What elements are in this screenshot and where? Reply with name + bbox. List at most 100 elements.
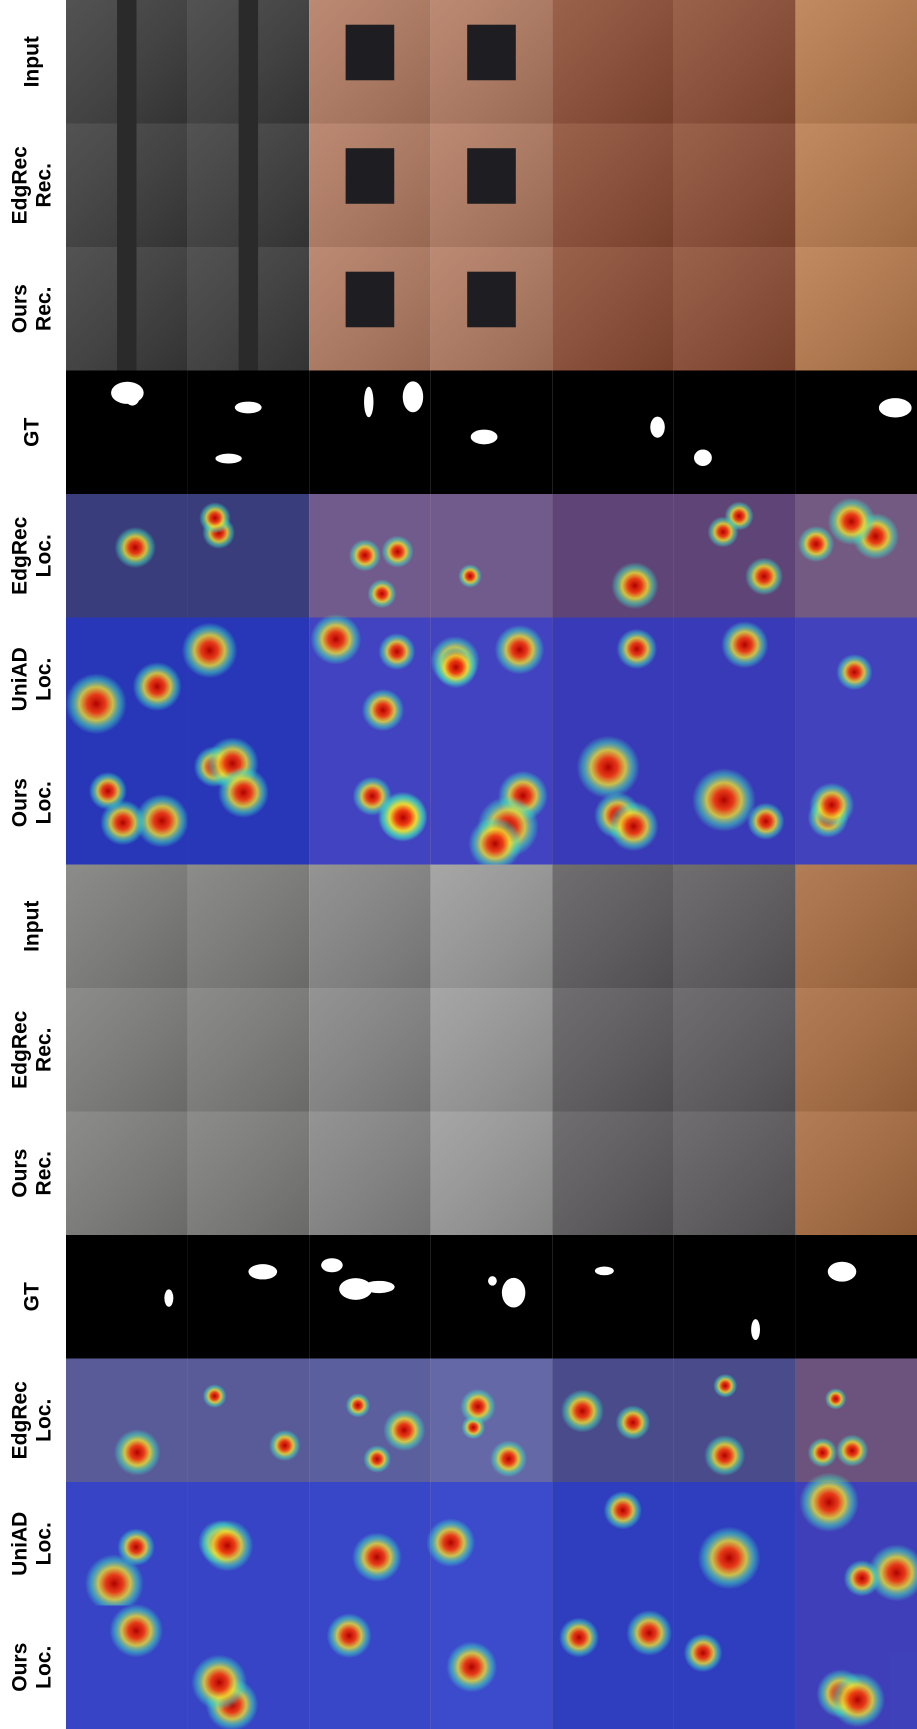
row-label: Ours [9,1149,32,1198]
zipper-teeth [239,124,258,248]
image-shade [674,0,796,124]
mask-background [188,1235,310,1359]
heat-spot [721,621,768,668]
heat-spot [604,1491,642,1529]
heat-spot [426,1518,475,1567]
mask-blob [403,381,423,412]
heat-spot [203,1384,227,1408]
image-cell [309,1235,431,1359]
image-cell [431,988,553,1112]
image-cell [309,865,431,989]
image-shade [431,865,553,989]
heat-spot [799,1472,859,1532]
heat-spot [460,1389,496,1425]
image-cell [309,988,431,1112]
heat-spot [468,817,522,871]
heat-spot [109,1604,163,1658]
heat-overlay [552,494,674,618]
heat-spot [698,1527,761,1590]
image-cell [674,741,796,865]
image-cell [552,1359,674,1483]
row-label: Input [21,901,44,952]
row-label: GT [21,418,44,447]
heat-spot [745,557,783,595]
image-shade [309,988,431,1112]
image-cell [66,1604,188,1729]
component [467,148,516,204]
heat-spot [352,1532,402,1582]
row-label: Input [21,36,44,87]
image-cell [795,1359,917,1483]
mask-blob [471,430,498,445]
heat-spot [66,673,127,734]
image-cell [552,494,674,618]
image-cell [552,124,674,248]
heat-spot [704,1435,745,1476]
heat-spot [381,535,413,567]
row-label: Loc. [33,1399,56,1442]
image-shade [674,247,796,371]
heat-spot [809,783,854,828]
heat-spot [616,629,657,670]
image-shade [552,988,674,1112]
mask-blob [339,1278,372,1300]
image-cell [795,494,917,618]
mask-blob [879,398,912,417]
image-cell [795,371,917,495]
heat-spot [310,614,361,665]
image-cell [309,1112,431,1236]
heat-spot [89,772,127,810]
image-cell [188,124,310,248]
image-cell [674,247,796,371]
image-cell [795,1112,917,1236]
mask-blob [235,402,262,414]
zipper-teeth [117,0,136,124]
image-shade [309,1112,431,1236]
image-cell [426,1482,552,1606]
image-cell [795,865,917,989]
zipper-teeth [239,0,258,124]
row-label: EdgRec [9,146,32,225]
image-cell [309,1482,431,1606]
heat-spot [117,1528,154,1565]
image-cell [182,618,309,742]
row-label: EdgRec [9,1381,32,1460]
image-shade [795,865,917,989]
heat-overlay [431,494,553,618]
mask-blob [364,387,373,418]
image-cell [66,247,188,371]
image-shade [188,865,310,989]
component [346,272,395,328]
image-cell [674,1606,796,1729]
image-cell [66,371,188,495]
heat-spot [713,1374,737,1398]
heat-spot [808,1438,838,1468]
heat-spot [363,1445,391,1473]
heat-spot [559,1617,599,1657]
image-cell [309,247,431,371]
mask-background [552,1235,674,1359]
image-shade [674,124,796,248]
heat-spot [692,768,756,832]
row-label: Loc. [33,1522,56,1565]
image-cell [309,741,431,865]
image-cell [674,1359,796,1483]
image-cell [66,1482,188,1613]
heat-spot [115,527,156,568]
row-label: Loc. [33,781,56,824]
heat-spot [269,1430,301,1462]
heat-spot [836,1434,868,1466]
heat-spot [608,801,658,851]
image-shade [66,865,188,989]
heat-spot [561,1390,604,1433]
row-label: Loc. [33,534,56,577]
heat-spot [362,689,404,731]
heat-spot [577,736,640,799]
mask-blob [751,1319,760,1340]
mask-background [795,1235,917,1359]
image-cell [66,1235,188,1359]
image-cell [431,865,553,989]
image-cell [552,371,674,495]
image-cell [431,1112,553,1236]
image-shade [552,247,674,371]
